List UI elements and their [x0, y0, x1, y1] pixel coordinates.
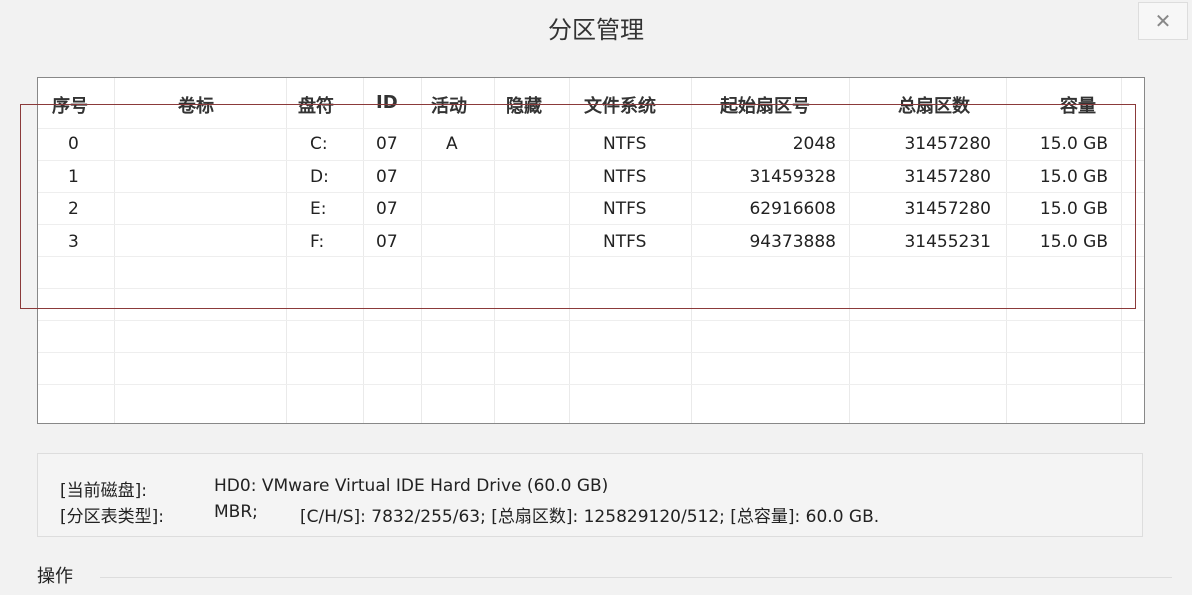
disk-geometry: [C/H/S]: 7832/255/63; [总扇区数]: 125829120/… [300, 507, 880, 527]
row-divider [38, 352, 1144, 353]
row-divider [38, 160, 1144, 161]
table-cell: 2048 [792, 134, 836, 154]
table-cell: 62916608 [749, 199, 836, 219]
table-cell: NTFS [603, 134, 647, 154]
table-cell: 31457280 [904, 134, 991, 154]
table-cell: 2 [68, 199, 79, 219]
column-header[interactable]: 总扇区数 [898, 96, 970, 117]
table-cell: 07 [376, 231, 398, 252]
close-button[interactable]: ✕ [1138, 2, 1188, 40]
row-divider [38, 320, 1144, 321]
table-cell: A [446, 134, 458, 154]
column-divider [849, 78, 850, 423]
table-cell: 15.0 GB [1039, 166, 1108, 187]
close-icon: ✕ [1154, 9, 1172, 33]
table-cell: 0 [68, 134, 79, 154]
table-cell: 94373888 [749, 231, 836, 252]
table-cell: 31457280 [904, 199, 991, 219]
partition-type-value: MBR; [214, 502, 258, 522]
row-divider [38, 128, 1144, 129]
table-cell: NTFS [603, 231, 647, 252]
column-divider [114, 78, 115, 423]
current-disk-value: HD0: VMware Virtual IDE Hard Drive (60.0… [214, 476, 609, 496]
row-divider [38, 224, 1144, 225]
table-cell: 31455231 [904, 231, 991, 252]
disk-info-panel: [当前磁盘]: HD0: VMware Virtual IDE Hard Dri… [37, 453, 1143, 537]
table-cell: 15.0 GB [1039, 134, 1108, 154]
row-divider [38, 256, 1144, 257]
table-cell: NTFS [603, 199, 647, 219]
table-cell: 31457280 [904, 166, 991, 187]
row-divider [38, 384, 1144, 385]
column-header[interactable]: 容量 [1060, 96, 1096, 117]
table-cell: 15.0 GB [1039, 231, 1108, 252]
column-divider [494, 78, 495, 423]
current-disk-label: [当前磁盘]: [60, 481, 147, 501]
row-divider [38, 288, 1144, 289]
column-divider [363, 78, 364, 423]
column-divider [286, 78, 287, 423]
column-divider [569, 78, 570, 423]
table-cell: 07 [376, 134, 398, 154]
table-cell: F: [310, 231, 325, 252]
partition-type-label: [分区表类型]: [60, 507, 164, 527]
column-header[interactable]: 文件系统 [584, 96, 656, 117]
column-divider [421, 78, 422, 423]
table-cell: D: [310, 166, 329, 187]
column-header[interactable]: 盘符 [298, 96, 334, 117]
row-divider [38, 192, 1144, 193]
column-header[interactable]: 隐藏 [506, 96, 542, 117]
column-header[interactable]: ID [376, 92, 398, 113]
column-header[interactable]: 序号 [52, 96, 88, 117]
table-cell: 07 [376, 166, 398, 187]
window-title: 分区管理 [548, 16, 644, 44]
column-header[interactable]: 活动 [431, 96, 467, 117]
column-divider [691, 78, 692, 423]
table-cell: 31459328 [749, 166, 836, 187]
column-divider [1006, 78, 1007, 423]
table-cell: 1 [68, 166, 79, 187]
table-cell: 3 [68, 231, 79, 252]
column-header[interactable]: 起始扇区号 [720, 96, 810, 117]
table-cell: 07 [376, 199, 398, 219]
operations-label: 操作 [37, 566, 73, 587]
operations-divider [100, 577, 1172, 578]
table-cell: E: [310, 199, 327, 219]
column-divider [1121, 78, 1122, 423]
table-cell: 15.0 GB [1039, 199, 1108, 219]
table-cell: C: [310, 134, 328, 154]
column-header[interactable]: 卷标 [178, 96, 214, 117]
table-cell: NTFS [603, 166, 647, 187]
partition-table: 序号 卷标 盘符 ID 活动 隐藏 文件系统 起始扇区号 总扇区数 容量 0 C: 07 A NTFS 204… [37, 77, 1145, 424]
